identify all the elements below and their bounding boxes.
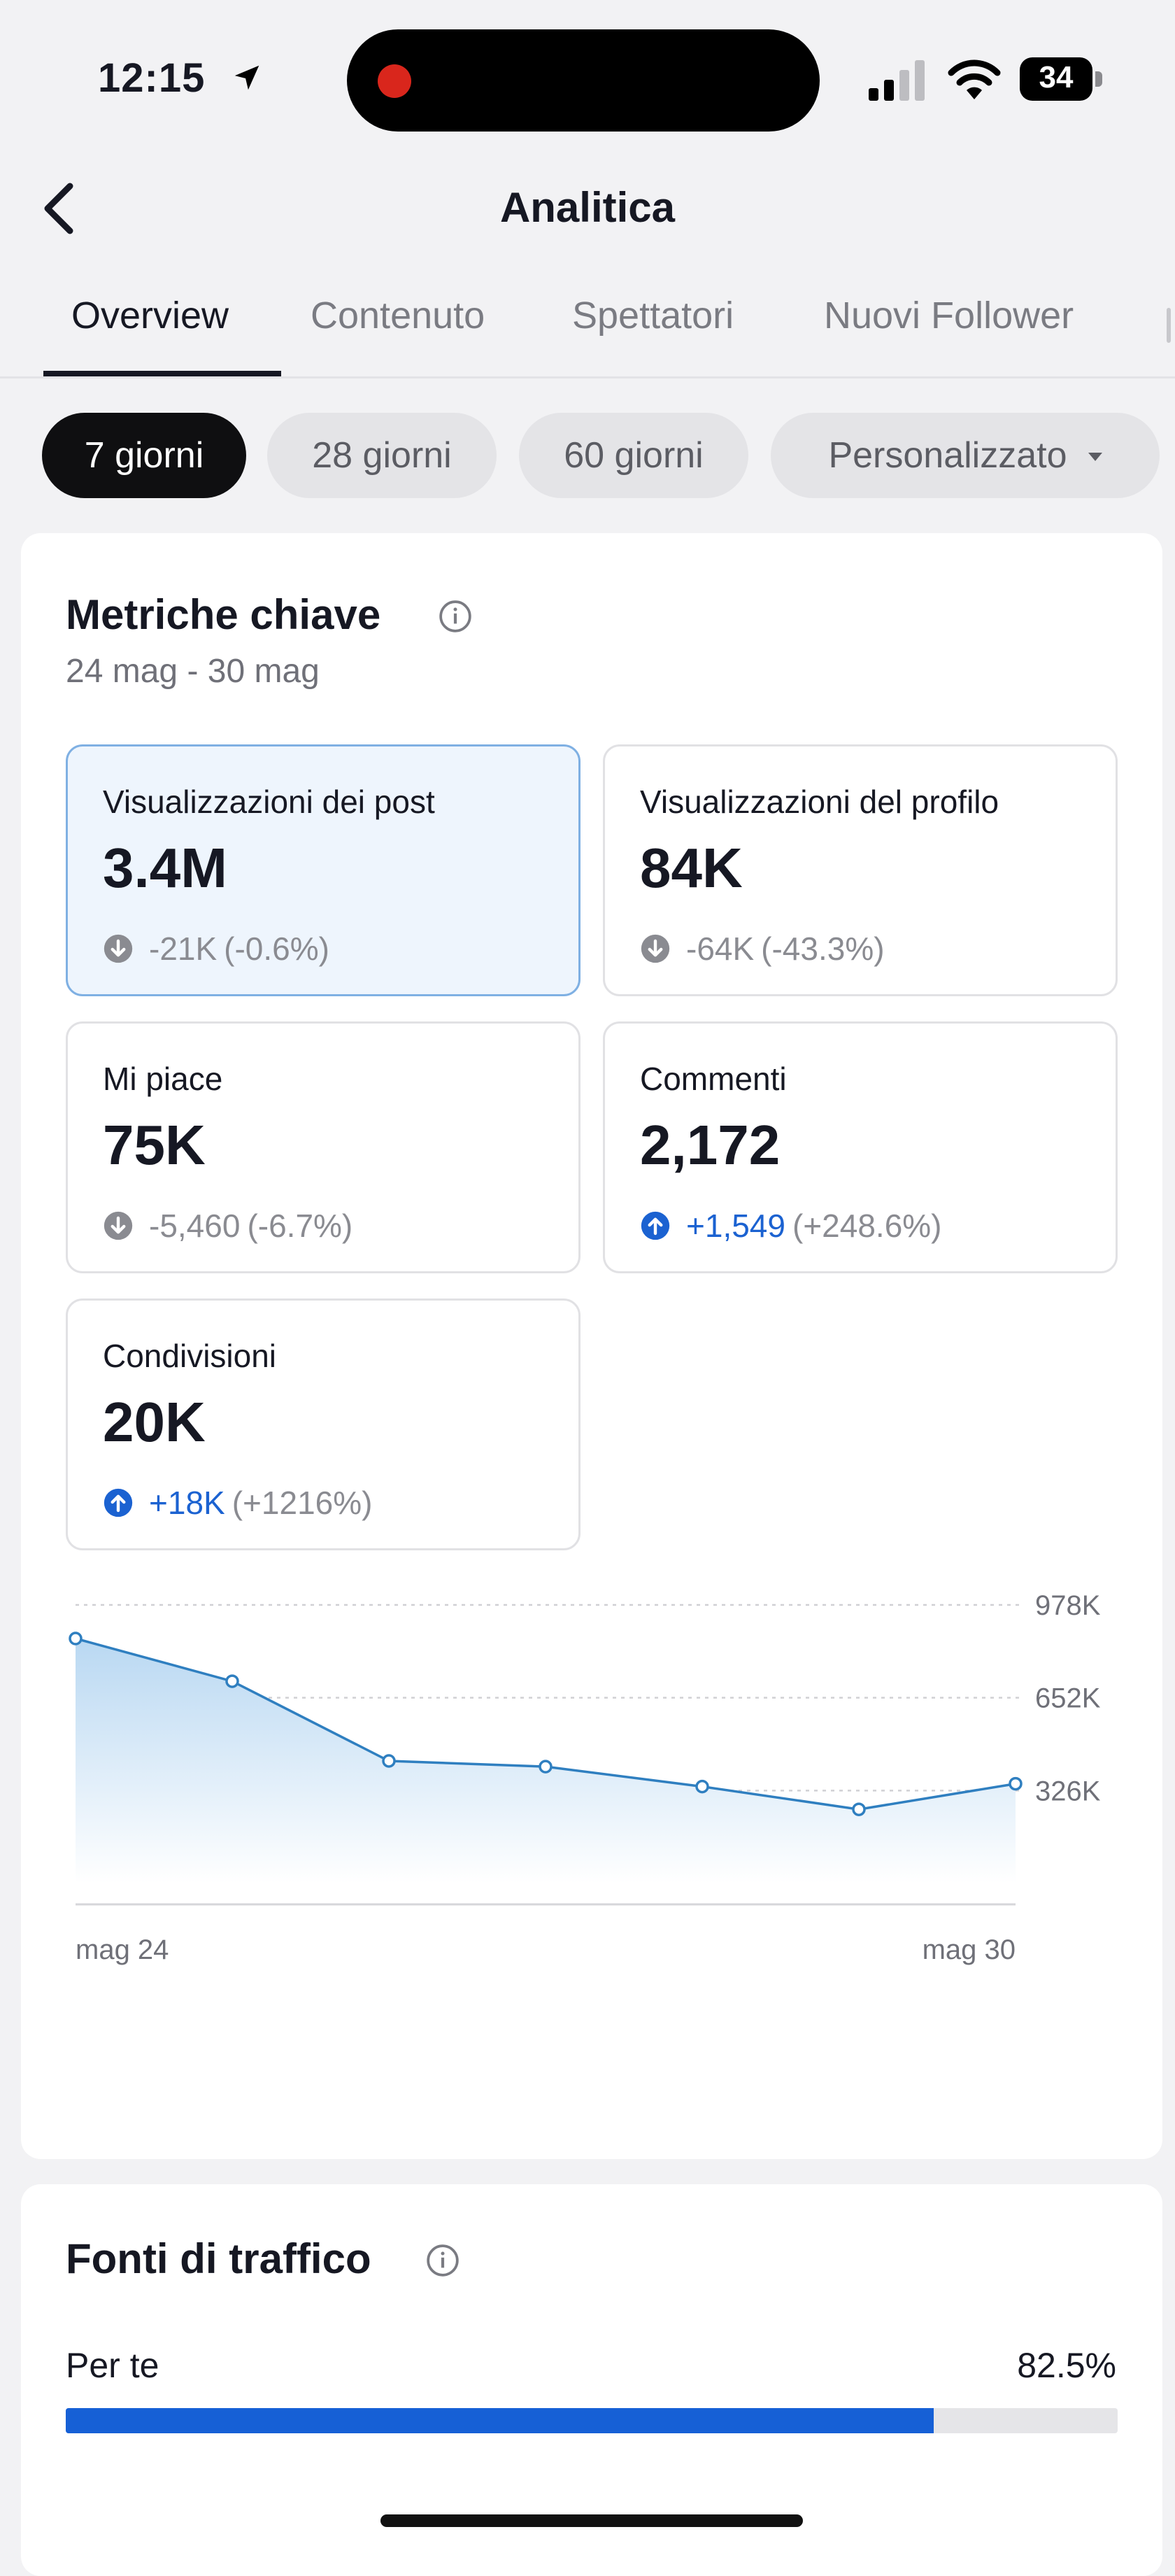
metric-delta: +1,549 (+248.6%) <box>640 1207 942 1245</box>
wifi-icon <box>948 59 1001 99</box>
signal-icon <box>869 60 925 101</box>
chart-data-point <box>852 1802 866 1816</box>
delta-percent: (+248.6%) <box>792 1208 942 1244</box>
battery-indicator: 34 <box>1020 57 1102 101</box>
info-icon[interactable] <box>425 2243 460 2278</box>
page-title: Analitica <box>499 184 676 231</box>
traffic-sources-card: Fonti di traffico Per te 82.5% <box>21 2184 1162 2576</box>
arrow-down-circle-icon <box>104 934 133 963</box>
date-range: 24 mag - 30 mag <box>66 653 320 690</box>
x-tick-label-end: mag 30 <box>923 1934 1016 1965</box>
chart-data-point <box>695 1779 709 1794</box>
delta-value: -64K <box>686 930 755 967</box>
traffic-source-percent: 82.5% <box>1017 2346 1116 2385</box>
x-tick-label-start: mag 24 <box>76 1934 169 1965</box>
metric-tile-profile-views[interactable]: Visualizzazioni del profilo 84K -64K (-4… <box>603 744 1118 996</box>
chip-60-giorni[interactable]: 60 giorni <box>519 413 748 498</box>
dynamic-island <box>347 29 820 132</box>
metric-tile-post-views[interactable]: Visualizzazioni dei post 3.4M -21K (-0.6… <box>66 744 581 996</box>
tab-bar: Overview Contenuto Spettatori Nuovi Foll… <box>0 294 1175 378</box>
metric-value: 2,172 <box>640 1114 781 1176</box>
delta-value: +18K <box>149 1485 225 1521</box>
chip-personalizzato[interactable]: Personalizzato <box>771 413 1160 498</box>
chart-area-fill <box>76 1639 1016 1883</box>
home-indicator <box>380 2514 803 2527</box>
y-tick-label: 978K <box>1035 1590 1101 1621</box>
metric-value: 20K <box>103 1391 206 1453</box>
delta-percent: (-0.6%) <box>224 930 329 967</box>
traffic-sources-title: Fonti di traffico <box>66 2235 371 2282</box>
tab-contenuto[interactable]: Contenuto <box>311 295 485 337</box>
key-metrics-card: Metriche chiave 24 mag - 30 mag Visualiz… <box>21 533 1162 2159</box>
metric-value: 3.4M <box>103 837 227 899</box>
chart-data-point <box>539 1760 553 1774</box>
metric-value: 75K <box>103 1114 206 1176</box>
metric-label: Commenti <box>640 1061 787 1097</box>
metric-tile-comments[interactable]: Commenti 2,172 +1,549 (+248.6%) <box>603 1021 1118 1273</box>
tab-overview[interactable]: Overview <box>71 295 229 337</box>
delta-value: -21K <box>149 930 218 967</box>
metric-value: 84K <box>640 837 743 899</box>
delta-percent: (+1216%) <box>232 1485 373 1521</box>
delta-value: +1,549 <box>686 1208 785 1244</box>
metric-delta: -64K (-43.3%) <box>640 930 885 968</box>
tab-nuovi-follower[interactable]: Nuovi Follower <box>824 295 1074 337</box>
delta-value: -5,460 <box>149 1208 241 1244</box>
next-tab-peek <box>1167 308 1171 343</box>
traffic-source-label: Per te <box>66 2346 159 2385</box>
metric-delta: +18K (+1216%) <box>103 1484 372 1522</box>
back-chevron-icon[interactable] <box>39 181 81 236</box>
recording-indicator <box>378 64 411 98</box>
arrow-up-circle-icon <box>641 1211 670 1240</box>
chip-label: 60 giorni <box>564 435 704 476</box>
active-tab-indicator <box>43 371 281 376</box>
chart-data-point <box>225 1674 239 1688</box>
caret-down-icon <box>1088 453 1102 461</box>
chip-label: 7 giorni <box>84 435 204 476</box>
status-time: 12:15 <box>98 55 206 101</box>
chip-label: Personalizzato <box>828 435 1067 476</box>
battery-level: 34 <box>1039 60 1074 94</box>
arrow-down-circle-icon <box>641 934 670 963</box>
tabs-divider <box>0 376 1175 378</box>
arrow-down-circle-icon <box>104 1211 133 1240</box>
delta-percent: (-6.7%) <box>247 1208 353 1244</box>
metric-label: Visualizzazioni del profilo <box>640 784 999 820</box>
chart-data-point <box>1009 1776 1023 1791</box>
traffic-source-bar <box>66 2408 1118 2433</box>
y-tick-label: 652K <box>1035 1683 1101 1714</box>
metric-label: Condivisioni <box>103 1338 277 1374</box>
delta-percent: (-43.3%) <box>761 930 885 967</box>
metric-tile-likes[interactable]: Mi piace 75K -5,460 (-6.7%) <box>66 1021 581 1273</box>
chip-label: 28 giorni <box>312 435 452 476</box>
chip-28-giorni[interactable]: 28 giorni <box>267 413 497 498</box>
arrow-up-circle-icon <box>104 1488 133 1517</box>
metric-delta: -5,460 (-6.7%) <box>103 1207 352 1245</box>
tab-spettatori[interactable]: Spettatori <box>572 295 734 337</box>
metric-label: Visualizzazioni dei post <box>103 784 435 820</box>
chart-data-point <box>69 1632 83 1646</box>
traffic-source-bar-fill <box>66 2408 934 2433</box>
key-metrics-title: Metriche chiave <box>66 591 381 638</box>
metric-delta: -21K (-0.6%) <box>103 930 329 968</box>
chip-7-giorni[interactable]: 7 giorni <box>42 413 246 498</box>
location-arrow-icon <box>234 65 259 90</box>
chart-data-point <box>382 1754 396 1768</box>
y-tick-label: 326K <box>1035 1776 1101 1806</box>
info-icon[interactable] <box>438 599 473 634</box>
metric-tile-shares[interactable]: Condivisioni 20K +18K (+1216%) <box>66 1298 581 1550</box>
metric-label: Mi piace <box>103 1061 223 1097</box>
trend-chart: 978K 652K 326K mag 24 mag 30 <box>69 1590 1101 1965</box>
